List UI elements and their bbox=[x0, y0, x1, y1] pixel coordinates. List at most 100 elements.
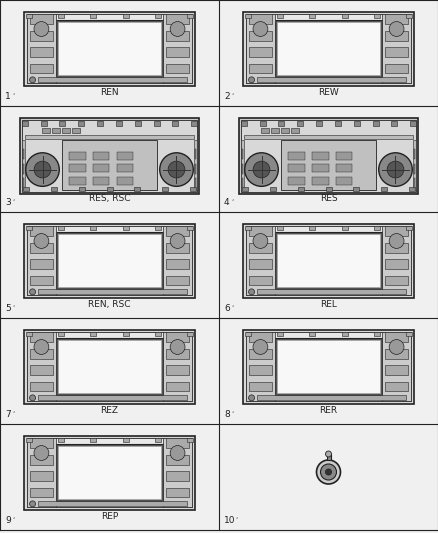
Bar bbox=[90, 332, 96, 336]
Bar bbox=[27, 332, 192, 401]
Bar bbox=[30, 349, 53, 359]
Circle shape bbox=[34, 446, 49, 461]
Bar bbox=[385, 243, 408, 253]
Bar bbox=[385, 47, 408, 57]
Circle shape bbox=[26, 153, 59, 187]
Bar bbox=[385, 14, 408, 24]
Bar bbox=[116, 120, 122, 126]
Text: 8: 8 bbox=[224, 410, 230, 419]
Bar bbox=[275, 20, 382, 77]
Bar bbox=[187, 14, 194, 18]
Bar bbox=[281, 128, 289, 133]
Circle shape bbox=[249, 289, 254, 295]
Text: REN, RSC: REN, RSC bbox=[88, 300, 131, 309]
Bar bbox=[25, 438, 32, 442]
Bar bbox=[155, 438, 161, 442]
Text: 9: 9 bbox=[5, 516, 11, 525]
Bar bbox=[27, 14, 192, 83]
Circle shape bbox=[253, 340, 268, 354]
Bar bbox=[166, 227, 189, 236]
Bar bbox=[244, 226, 251, 230]
Text: 2: 2 bbox=[224, 92, 230, 101]
Bar bbox=[385, 333, 408, 342]
Text: 7: 7 bbox=[5, 410, 11, 419]
Bar bbox=[195, 149, 196, 159]
Text: ʼ: ʼ bbox=[12, 306, 14, 312]
Bar bbox=[24, 435, 195, 510]
Bar bbox=[25, 14, 32, 18]
Bar bbox=[288, 177, 305, 185]
Bar bbox=[117, 164, 133, 172]
Circle shape bbox=[30, 289, 35, 295]
Bar bbox=[166, 382, 189, 391]
Bar bbox=[312, 164, 328, 172]
Bar bbox=[62, 128, 70, 133]
Bar bbox=[249, 14, 272, 24]
Bar bbox=[93, 151, 110, 160]
Bar bbox=[312, 151, 328, 160]
Circle shape bbox=[34, 340, 49, 354]
Text: ʼ: ʼ bbox=[231, 200, 233, 206]
Bar bbox=[25, 332, 32, 336]
Text: RER: RER bbox=[319, 406, 338, 415]
Bar bbox=[166, 47, 189, 57]
Bar bbox=[288, 151, 305, 160]
Circle shape bbox=[30, 501, 35, 507]
Bar bbox=[373, 120, 378, 126]
Bar bbox=[241, 120, 416, 192]
Bar bbox=[30, 14, 53, 24]
Circle shape bbox=[325, 469, 332, 475]
Bar bbox=[246, 332, 275, 401]
Bar bbox=[246, 332, 411, 401]
Bar bbox=[78, 120, 84, 126]
Circle shape bbox=[170, 340, 185, 354]
Bar bbox=[117, 151, 133, 160]
Bar bbox=[38, 289, 187, 294]
Bar bbox=[414, 164, 415, 174]
Bar bbox=[382, 226, 411, 295]
Circle shape bbox=[379, 153, 412, 187]
Bar bbox=[69, 177, 86, 185]
Bar bbox=[22, 120, 197, 192]
Bar bbox=[312, 177, 328, 185]
Bar bbox=[166, 31, 189, 41]
Text: ʼ: ʼ bbox=[12, 200, 14, 206]
Bar bbox=[244, 135, 413, 139]
Bar bbox=[249, 349, 272, 359]
Bar bbox=[242, 164, 243, 174]
Bar bbox=[342, 226, 348, 230]
Bar bbox=[249, 47, 272, 57]
Bar bbox=[24, 12, 195, 86]
Bar bbox=[353, 187, 360, 191]
Bar bbox=[123, 226, 129, 230]
Bar bbox=[163, 14, 192, 83]
Bar bbox=[309, 226, 315, 230]
Bar bbox=[374, 14, 380, 18]
Bar bbox=[249, 333, 272, 342]
Bar bbox=[195, 164, 196, 174]
Bar bbox=[90, 438, 96, 442]
Bar bbox=[385, 382, 408, 391]
Bar bbox=[23, 149, 24, 159]
Bar bbox=[414, 178, 415, 188]
Text: ʼ: ʼ bbox=[12, 412, 14, 418]
Bar bbox=[413, 140, 416, 190]
Bar bbox=[246, 226, 411, 295]
Bar bbox=[166, 14, 189, 24]
Bar bbox=[30, 438, 53, 448]
Bar bbox=[277, 340, 380, 393]
Bar bbox=[246, 14, 411, 83]
Bar bbox=[166, 438, 189, 448]
Circle shape bbox=[253, 233, 268, 248]
Circle shape bbox=[245, 153, 278, 187]
Bar bbox=[27, 14, 56, 83]
Bar bbox=[239, 118, 418, 194]
Bar bbox=[27, 226, 192, 295]
Bar bbox=[249, 365, 272, 375]
Bar bbox=[56, 232, 163, 289]
Bar bbox=[241, 140, 244, 190]
Bar bbox=[166, 64, 189, 74]
Bar bbox=[166, 349, 189, 359]
Circle shape bbox=[160, 153, 193, 187]
Text: 10: 10 bbox=[224, 516, 236, 525]
